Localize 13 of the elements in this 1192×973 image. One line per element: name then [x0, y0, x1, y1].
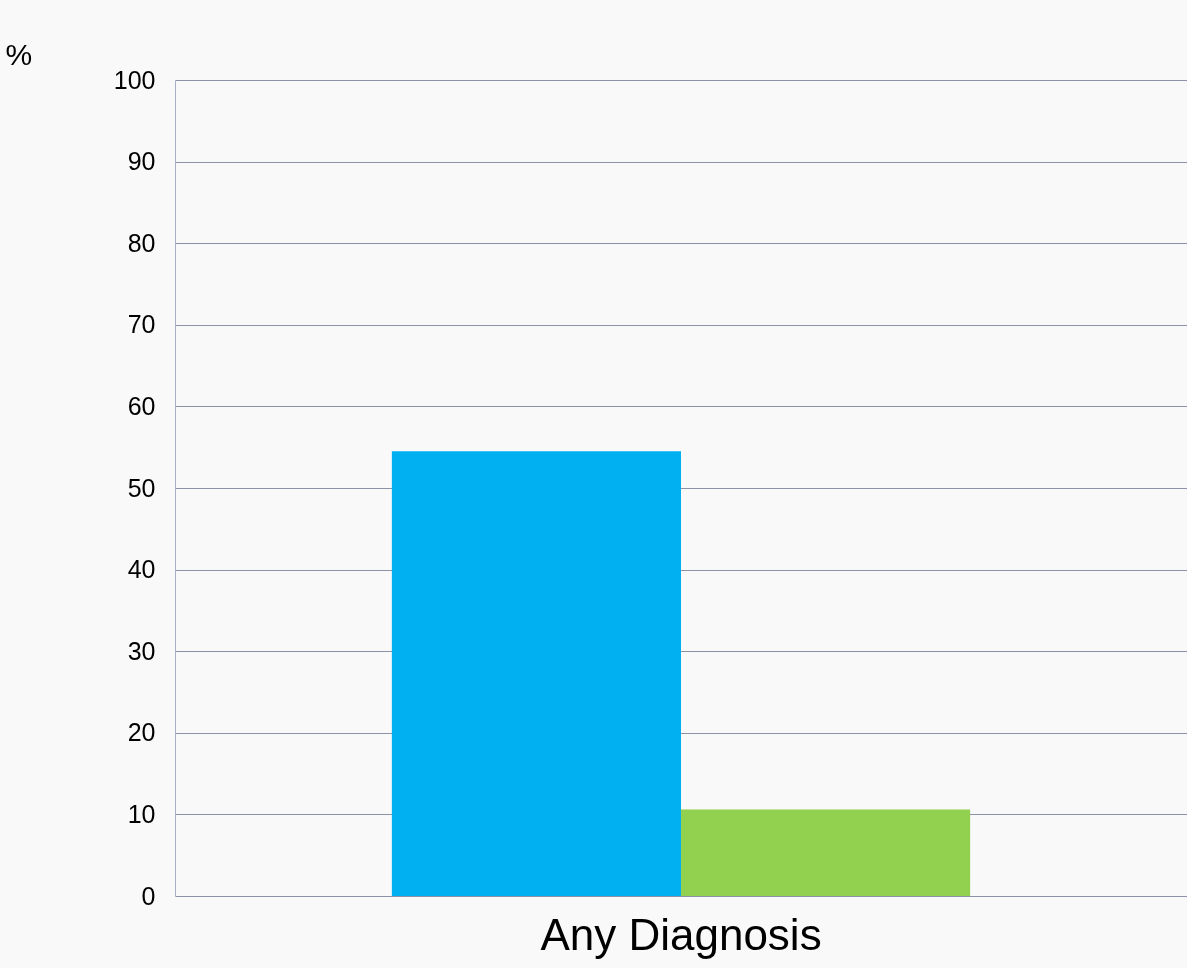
y-tick-label: 60 [127, 391, 156, 420]
y-tick-label: 80 [127, 228, 156, 257]
y-tick-label: 50 [127, 473, 156, 502]
y-tick-label: 40 [127, 555, 156, 584]
y-tick-label: 100 [113, 65, 156, 94]
x-tick-label: Any Diagnosis [540, 909, 822, 959]
y-tick-label: 10 [127, 799, 156, 828]
y-tick-label: 20 [127, 718, 156, 747]
y-axis-title: % [5, 37, 33, 71]
y-tick-label: 30 [127, 636, 156, 665]
y-tick-label: 90 [127, 147, 156, 176]
y-tick-label: 0 [141, 881, 156, 910]
y-tick-label: 70 [127, 310, 156, 339]
